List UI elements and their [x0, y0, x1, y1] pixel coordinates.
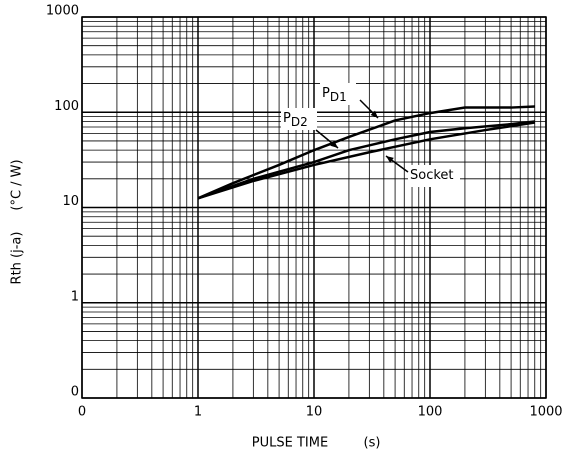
y-tick-label: 1000: [46, 4, 79, 19]
series-line: [197, 120, 535, 200]
y-tick-label: 1: [71, 289, 79, 304]
arrow-head: [386, 156, 394, 163]
x-tick-label: 0: [78, 405, 86, 420]
x-tick-label: 1: [194, 405, 202, 420]
x-tick-label: 1000: [529, 405, 562, 420]
label-bg: [281, 108, 317, 130]
annotation-text: Socket: [410, 168, 454, 183]
annotation: PD1: [322, 86, 347, 104]
label-bg: [320, 83, 356, 105]
x-axis-label: PULSE TIME: [252, 436, 328, 451]
series-line: [197, 105, 535, 200]
x-axis-unit: (s): [364, 436, 381, 451]
y-tick-label: 10: [62, 194, 79, 209]
arrow-head: [330, 140, 338, 148]
y-axis-unit: (°C / W): [10, 159, 25, 210]
plot-frame: [81, 16, 547, 399]
annotation: Socket: [410, 168, 454, 183]
y-tick-label: 100: [54, 99, 79, 114]
label-bg: [408, 165, 460, 187]
series-line: [197, 121, 535, 200]
annotation-text: P: [283, 111, 291, 126]
annotation: PD2: [283, 111, 308, 129]
annotation-sub: D1: [330, 90, 347, 104]
annotation-text: P: [322, 86, 330, 101]
x-tick-label: 10: [306, 405, 323, 420]
annotation-sub: D2: [291, 115, 308, 129]
x-tick-label: 100: [418, 405, 443, 420]
y-axis-label: Rth (j-a): [10, 232, 25, 285]
y-tick-label: 0: [71, 385, 79, 400]
arrow-head: [370, 110, 378, 118]
